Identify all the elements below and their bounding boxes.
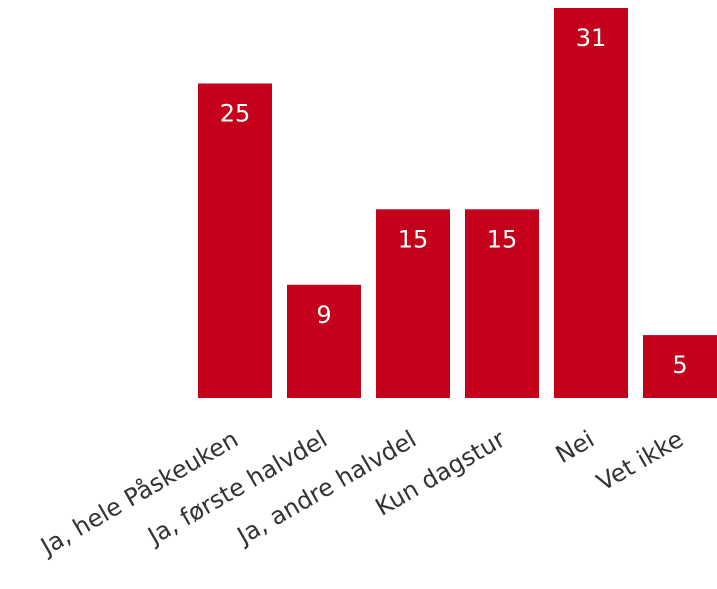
- bar-2: [376, 209, 450, 398]
- bar-3: [465, 209, 539, 398]
- bar-value-label-5: 5: [672, 351, 687, 379]
- bar-4: [554, 8, 628, 398]
- bar-value-label-1: 9: [316, 301, 331, 329]
- bars-group: [198, 8, 717, 398]
- category-label-5: Vet ikke: [592, 425, 688, 497]
- bar-1: [287, 284, 361, 398]
- bar-5: [643, 335, 717, 398]
- category-label-4: Nei: [551, 425, 599, 469]
- bar-value-label-4: 31: [576, 24, 607, 52]
- bar-0: [198, 83, 272, 398]
- bar-value-label-2: 15: [398, 225, 429, 253]
- bar-value-label-0: 25: [220, 99, 251, 127]
- bar-value-label-3: 15: [487, 225, 518, 253]
- value-labels-group: 25 9 15 15 31 5: [220, 24, 688, 379]
